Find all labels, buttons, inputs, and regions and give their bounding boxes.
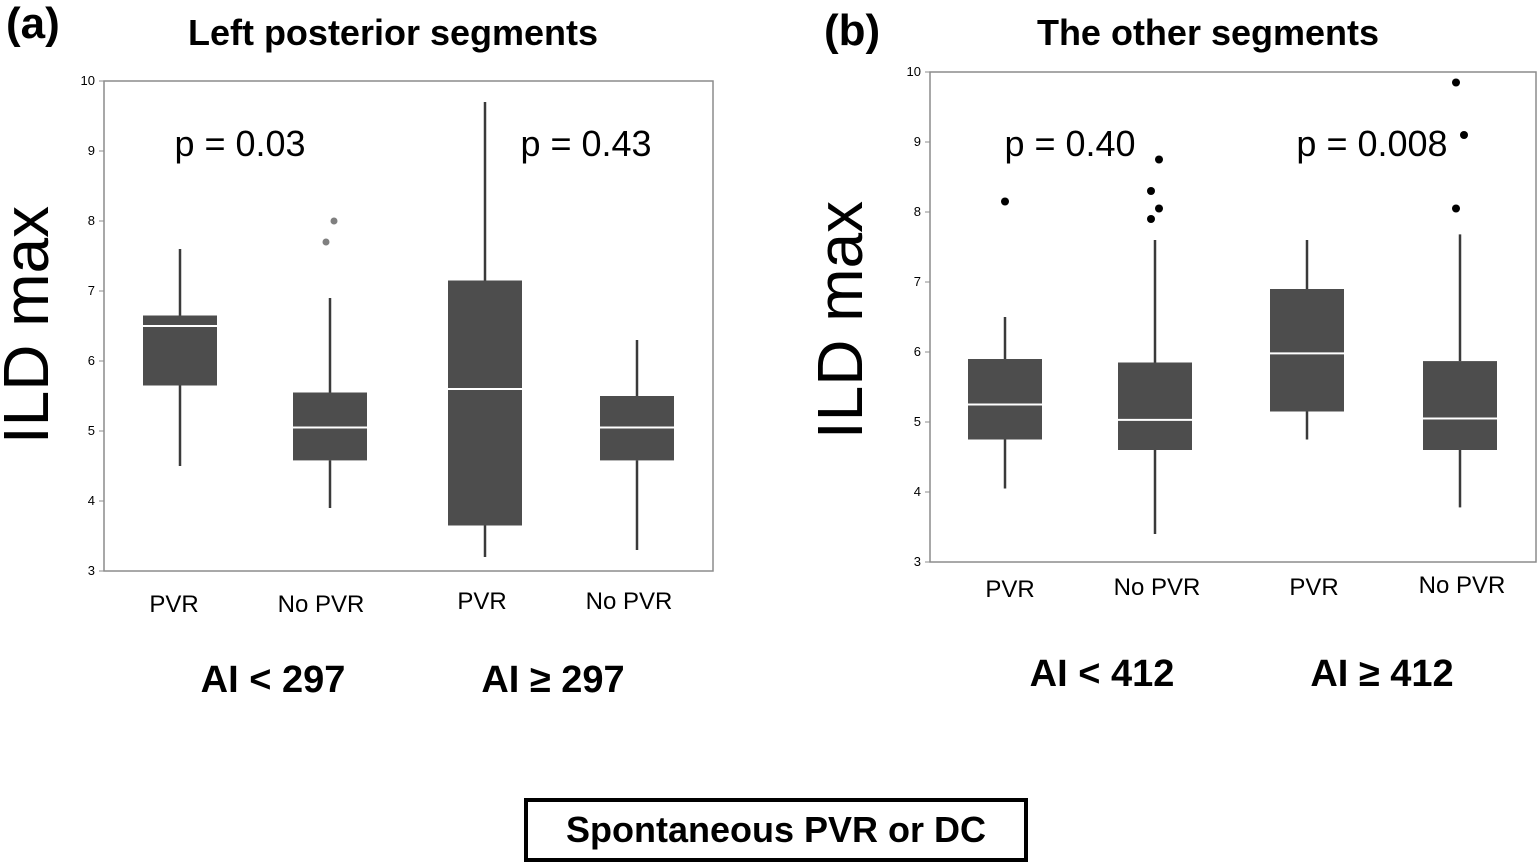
- p-value-label: p = 0.43: [520, 123, 651, 164]
- y-tick-label: 6: [914, 344, 921, 359]
- outlier-point: [1001, 197, 1009, 206]
- box-iqr: [293, 392, 367, 461]
- category-label: PVR: [149, 591, 198, 618]
- y-tick-label: 8: [88, 213, 95, 228]
- box-iqr: [1423, 361, 1497, 450]
- plot-frame-a: [103, 80, 714, 572]
- box-iqr: [143, 315, 217, 386]
- y-axis-label-a: ILD max: [0, 206, 62, 444]
- outlier-point: [322, 238, 330, 246]
- box-iqr: [1270, 289, 1344, 412]
- y-tick-label: 7: [88, 283, 95, 298]
- category-label: PVR: [457, 588, 506, 615]
- y-tick-label: 9: [914, 134, 921, 149]
- outlier-point: [1155, 155, 1163, 164]
- y-tick-label: 9: [88, 143, 95, 158]
- y-tick-label: 3: [88, 563, 95, 578]
- category-label: PVR: [985, 576, 1034, 603]
- outlier-point: [1452, 204, 1460, 213]
- y-tick-label: 4: [88, 493, 95, 508]
- p-value-label: p = 0.40: [1004, 123, 1135, 164]
- panel-label-b: (b): [824, 6, 880, 55]
- outlier-point: [1460, 131, 1468, 139]
- group-label: AI < 297: [201, 659, 346, 701]
- category-label: No PVR: [1419, 572, 1506, 599]
- footer-caption-box: Spontaneous PVR or DC: [524, 798, 1028, 862]
- y-tick-label: 4: [914, 484, 921, 499]
- y-tick-label: 10: [81, 73, 95, 88]
- group-label: AI ≥ 297: [481, 659, 624, 701]
- y-axis-label-b: ILD max: [804, 201, 876, 439]
- y-tick-label: 5: [914, 414, 921, 429]
- y-tick-label: 3: [914, 554, 921, 569]
- outlier-point: [1155, 204, 1163, 213]
- outlier-point: [330, 217, 338, 225]
- category-label: No PVR: [586, 588, 673, 615]
- outlier-point: [1147, 215, 1155, 223]
- box-iqr: [968, 359, 1042, 440]
- y-ticks-a: 3 4 5 6 7 8 9 10: [81, 73, 104, 578]
- chart-title-a: Left posterior segments: [188, 12, 598, 53]
- outlier-point: [1147, 187, 1155, 195]
- boxes-a: [143, 102, 674, 557]
- y-tick-label: 7: [914, 274, 921, 289]
- p-value-label: p = 0.03: [174, 123, 305, 164]
- panel-b-chart: (b) The other segments ILD max 3 4 5 6 7 8 9 10…: [804, 6, 1537, 695]
- y-tick-label: 8: [914, 204, 921, 219]
- plot-frame-b: [929, 71, 1537, 563]
- group-label: AI ≥ 412: [1310, 653, 1453, 695]
- y-tick-label: 10: [907, 64, 921, 79]
- outlier-point: [1452, 78, 1460, 87]
- box-iqr: [448, 280, 522, 526]
- panel-label-a: (a): [6, 0, 60, 48]
- category-label: No PVR: [1114, 574, 1201, 601]
- y-tick-label: 5: [88, 423, 95, 438]
- panel-a-chart: (a) Left posterior segments ILD max 3 4 5 6…: [0, 0, 714, 701]
- p-value-label: p = 0.008: [1296, 123, 1447, 164]
- y-ticks-b: 3 4 5 6 7 8 9 10: [907, 64, 930, 569]
- footer-caption: Spontaneous PVR or DC: [565, 809, 987, 850]
- y-tick-label: 6: [88, 353, 95, 368]
- boxes-b: [968, 78, 1497, 534]
- group-label: AI < 412: [1030, 653, 1175, 695]
- category-label: PVR: [1289, 574, 1338, 601]
- chart-title-b: The other segments: [1037, 12, 1379, 53]
- box-iqr: [1118, 362, 1192, 450]
- category-label: No PVR: [278, 591, 365, 618]
